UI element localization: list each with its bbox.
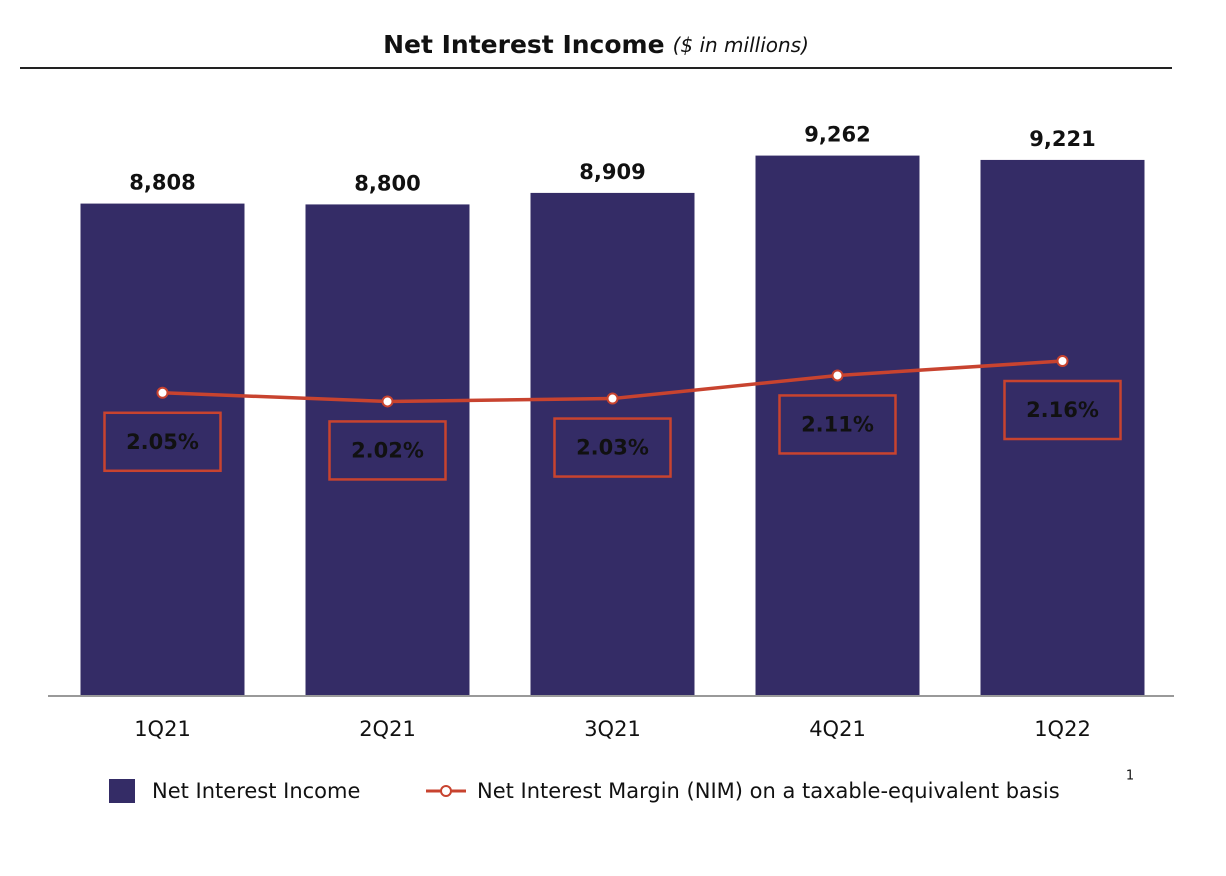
bar: [80, 203, 245, 696]
nim-point: [606, 392, 619, 405]
nim-label-box: [553, 417, 672, 478]
nim-point: [381, 395, 394, 408]
chart-title: Net Interest Income ($ in millions): [383, 30, 809, 59]
bar: [530, 192, 695, 697]
nim-label-box: [328, 420, 447, 481]
nim-value-label: 2.16%: [1026, 398, 1099, 422]
legend-marker: [440, 785, 452, 797]
bar: [980, 159, 1145, 696]
bar-value-label: 8,808: [129, 171, 195, 195]
legend-label: Net Interest Margin (NIM) on a taxable-e…: [477, 779, 1060, 803]
nim-label-box: [103, 411, 222, 473]
legend-label: Net Interest Income: [152, 779, 360, 803]
nim-value-label: 2.05%: [126, 430, 199, 454]
nim-value-label: 2.02%: [351, 438, 424, 462]
bar-value-label: 8,800: [354, 171, 420, 195]
nim-point: [831, 369, 844, 382]
nim-label-box: [778, 394, 897, 455]
bar: [305, 204, 470, 696]
bar-value-label: 9,221: [1029, 127, 1095, 151]
bar-value-label: 9,262: [804, 123, 870, 147]
x-tick-label: 1Q21: [134, 717, 191, 741]
x-tick-label: 2Q21: [359, 717, 416, 741]
bar: [755, 155, 920, 697]
x-tick-label: 4Q21: [809, 717, 866, 741]
subtitle: ($ in millions): [673, 33, 809, 57]
legend-footnote: 1: [1126, 769, 1134, 784]
x-tick-label: 1Q22: [1034, 717, 1091, 741]
x-tick-label: 3Q21: [584, 717, 641, 741]
nim-point: [156, 386, 169, 399]
nim-value-label: 2.11%: [801, 412, 874, 436]
legend-swatch: [109, 779, 135, 803]
nim-value-label: 2.03%: [576, 436, 649, 460]
bar-value-label: 8,909: [579, 160, 645, 184]
nim-point: [1056, 355, 1069, 368]
title: Net Interest Income: [383, 30, 664, 59]
nim-label-box: [1003, 379, 1122, 441]
